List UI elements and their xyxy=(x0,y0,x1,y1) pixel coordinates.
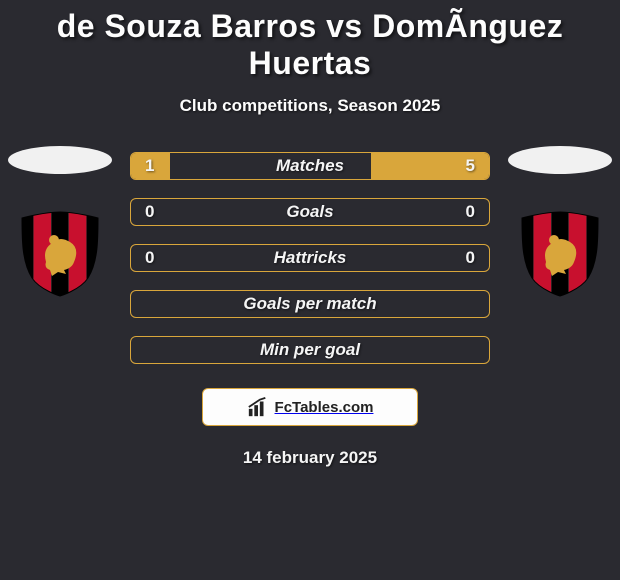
stat-row: 1 Matches 5 xyxy=(130,152,490,180)
stat-left-value: 0 xyxy=(145,202,154,222)
subtitle: Club competitions, Season 2025 xyxy=(0,96,620,116)
stat-left-value: 0 xyxy=(145,248,154,268)
club-badge-left xyxy=(16,210,104,298)
stat-right-value: 0 xyxy=(466,202,475,222)
chart-icon xyxy=(247,396,269,418)
stat-label: Matches xyxy=(276,156,344,176)
club-badge-right xyxy=(516,210,604,298)
stat-label: Min per goal xyxy=(260,340,360,360)
player-right-silhouette xyxy=(508,146,612,174)
stat-left-value: 1 xyxy=(145,156,154,176)
player-right-column xyxy=(508,152,612,298)
branding-link[interactable]: FcTables.com xyxy=(202,388,418,426)
stat-label: Goals xyxy=(286,202,333,222)
stat-label: Goals per match xyxy=(243,294,376,314)
stat-label: Hattricks xyxy=(274,248,347,268)
page-title: de Souza Barros vs DomÃ­nguez Huertas xyxy=(0,8,620,82)
branding-text: FcTables.com xyxy=(275,399,374,416)
stat-right-value: 5 xyxy=(466,156,475,176)
date-text: 14 february 2025 xyxy=(0,448,620,468)
comparison-panel: 1 Matches 5 0 Goals 0 0 Hattricks 0 Goals per mat… xyxy=(0,152,620,364)
stat-row: Min per goal xyxy=(130,336,490,364)
stats-list: 1 Matches 5 0 Goals 0 0 Hattricks 0 Goals per mat… xyxy=(130,152,490,364)
stat-row: Goals per match xyxy=(130,290,490,318)
stat-right-value: 0 xyxy=(466,248,475,268)
stat-row: 0 Hattricks 0 xyxy=(130,244,490,272)
player-left-silhouette xyxy=(8,146,112,174)
stat-row: 0 Goals 0 xyxy=(130,198,490,226)
player-left-column xyxy=(8,152,112,298)
